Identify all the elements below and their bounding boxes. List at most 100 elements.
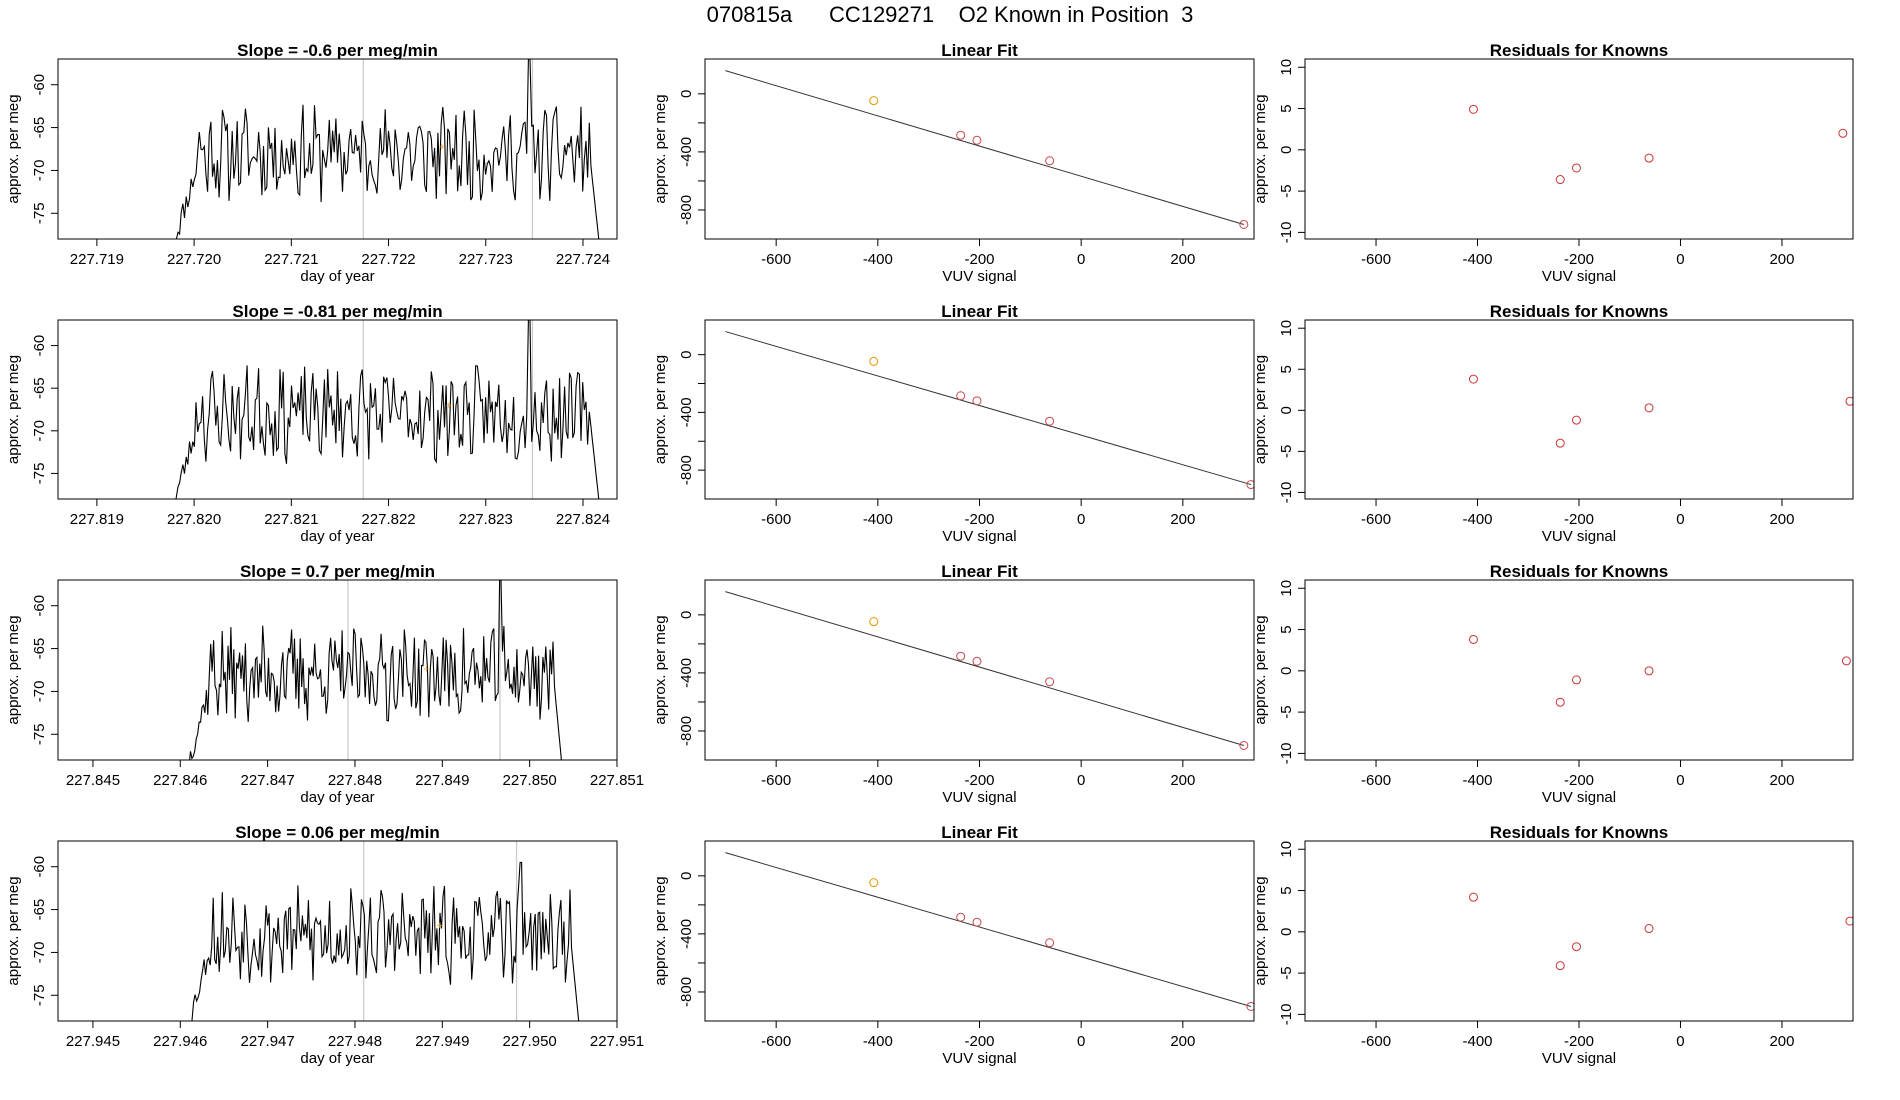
highlight-marker: +	[439, 141, 445, 153]
data-point	[956, 130, 966, 140]
run-id: 070815a	[706, 2, 793, 27]
x-axis-label: day of year	[300, 528, 374, 545]
y-tick-label: -75	[31, 463, 48, 485]
plot-area	[725, 70, 1249, 229]
plot-area	[725, 591, 1249, 750]
y-tick-label: -65	[31, 377, 48, 399]
y-tick-label: -75	[31, 984, 48, 1006]
y-tick-label: -5	[1278, 705, 1295, 718]
x-tick-label: 200	[1170, 772, 1195, 789]
data-point	[1045, 416, 1055, 426]
x-tick-label: -600	[761, 772, 791, 789]
time-series-line	[189, 580, 562, 760]
x-tick-label: 227.947	[241, 1033, 295, 1050]
x-axis-label: day of year	[300, 268, 374, 285]
plot-frame	[704, 840, 1255, 1022]
y-axis: -75 -70 -65 -60 approx. per meg	[5, 74, 58, 224]
x-tick-label: 0	[1676, 511, 1684, 528]
highlight-marker: +	[423, 663, 429, 675]
y-tick-label: -800	[678, 455, 695, 485]
y-tick-label: -5	[1278, 445, 1295, 458]
plot-area: +	[175, 59, 600, 239]
x-axis: 227.945 227.946 227.947 227.948 227.949 227.9…	[66, 1021, 644, 1067]
residual-point	[1555, 697, 1565, 707]
x-tick-label: -200	[1564, 251, 1594, 268]
x-tick-label: 227.721	[264, 251, 318, 268]
y-tick-label: -70	[31, 942, 48, 964]
y-axis: -75 -70 -65 -60 approx. per meg	[5, 856, 58, 1006]
x-tick-label: -200	[1564, 772, 1594, 789]
x-tick-label: -600	[1361, 772, 1391, 789]
y-axis-label: approx. per meg	[5, 615, 22, 724]
residual-point	[1571, 942, 1581, 952]
fit-line	[725, 331, 1252, 486]
x-axis: -600 -400 -200 0 200 VUV signal	[1361, 499, 1794, 545]
y-tick-label: -10	[1278, 222, 1295, 244]
x-tick-label: 200	[1170, 1033, 1195, 1050]
fit-line	[725, 70, 1244, 225]
fit-line	[725, 852, 1252, 1007]
x-tick-label: 227.824	[556, 511, 610, 528]
x-tick-label: 227.722	[361, 251, 415, 268]
x-axis-label: VUV signal	[942, 1050, 1016, 1067]
x-tick-label: 227.819	[70, 511, 124, 528]
x-tick-label: 227.850	[503, 772, 557, 789]
y-axis-label: approx. per meg	[1252, 876, 1269, 985]
x-axis-label: day of year	[300, 1050, 374, 1067]
data-point	[956, 912, 966, 922]
chart-panel-3-2: -600 -400 -200 0 200 VUV signal -800 -400 0 appro…	[652, 562, 1255, 806]
x-tick-label: 200	[1170, 251, 1195, 268]
time-series-line	[175, 59, 600, 239]
data-point	[869, 356, 879, 366]
x-tick-label: 0	[1676, 1033, 1684, 1050]
x-axis: -600 -400 -200 0 200 VUV signal	[1361, 239, 1794, 285]
x-tick-label: -600	[761, 511, 791, 528]
y-tick-label: -10	[1278, 482, 1295, 504]
y-axis-label: approx. per meg	[1252, 355, 1269, 464]
x-axis-label: VUV signal	[1542, 1050, 1616, 1067]
x-tick-label: 200	[1769, 1033, 1794, 1050]
y-tick-label: -10	[1278, 1004, 1295, 1026]
data-point	[1246, 480, 1254, 490]
data-point	[972, 917, 982, 927]
data-point	[956, 391, 966, 401]
x-tick-label: -200	[964, 511, 994, 528]
x-tick-label: 227.723	[459, 251, 513, 268]
chart-title: Residuals for Knowns	[1490, 41, 1669, 60]
chart-title: Residuals for Knowns	[1490, 823, 1669, 842]
residual-point	[1571, 675, 1581, 685]
y-axis: -800 -400 0 approx. per meg	[652, 611, 705, 746]
x-tick-label: 227.845	[66, 772, 120, 789]
y-tick-label: 0	[1278, 667, 1295, 675]
y-tick-label: 5	[1278, 886, 1295, 894]
x-tick-label: 227.951	[590, 1033, 644, 1050]
time-series-line	[175, 320, 600, 499]
y-axis-label: approx. per meg	[652, 615, 669, 724]
x-axis: -600 -400 -200 0 200 VUV signal	[1361, 760, 1794, 806]
y-tick-label: 10	[1278, 320, 1295, 337]
data-point	[1045, 677, 1055, 687]
x-axis-label: VUV signal	[942, 528, 1016, 545]
x-axis: -600 -400 -200 0 200 VUV signal	[761, 239, 1195, 285]
x-tick-label: -200	[1564, 1033, 1594, 1050]
x-axis: -600 -400 -200 0 200 VUV signal	[761, 1021, 1195, 1067]
chart-title: Linear Fit	[941, 41, 1018, 60]
y-tick-label: 5	[1278, 625, 1295, 633]
x-tick-label: -200	[964, 1033, 994, 1050]
y-axis-label: approx. per meg	[5, 355, 22, 464]
chart-panel-2-3: -600 -400 -200 0 200 VUV signal -10 -5 0 5 10 appro…	[1252, 302, 1854, 545]
residual-point	[1468, 634, 1478, 644]
y-axis-label: approx. per meg	[1252, 615, 1269, 724]
y-axis-label: approx. per meg	[5, 876, 22, 985]
residual-point	[1468, 892, 1478, 902]
y-tick-label: 0	[1278, 928, 1295, 936]
x-tick-label: 227.849	[415, 772, 469, 789]
y-tick-label: -400	[678, 919, 695, 949]
x-tick-label: 200	[1170, 511, 1195, 528]
chart-title: Slope = 0.7 per meg/min	[240, 562, 435, 581]
chart-title: Linear Fit	[941, 562, 1018, 581]
x-tick-label: 227.948	[328, 1033, 382, 1050]
x-tick-label: 0	[1077, 511, 1085, 528]
x-axis-label: day of year	[300, 789, 374, 806]
page-title: 070815a CC129271 O2 Known in Position 3	[0, 2, 1900, 28]
